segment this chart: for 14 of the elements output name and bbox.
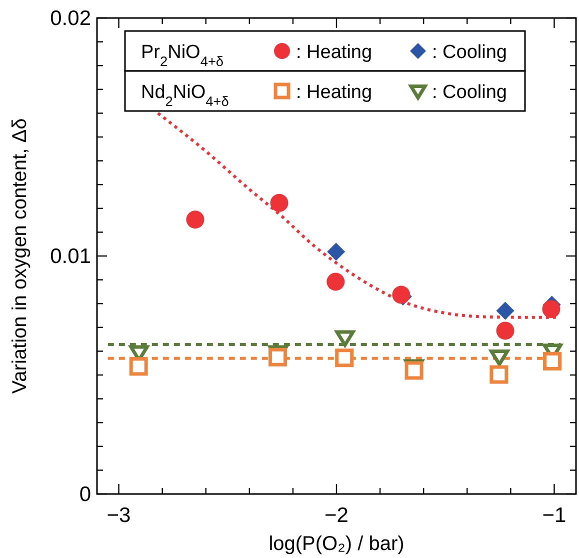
x-axis-title: log(P(O₂) / bar)	[268, 533, 404, 555]
y-axis-title: Variation in oxygen content, Δδ	[9, 118, 31, 394]
legend-label: : Heating	[296, 82, 372, 103]
x-tick-label: −2	[324, 504, 348, 527]
annotation: Pr$_{2}$NiO$_{4+δ}$	[141, 42, 224, 68]
x-tick-label: −1	[542, 504, 566, 527]
legend-label: : Heating	[296, 42, 372, 63]
annotation: Nd$_{2}$NiO$_{4+δ}$	[141, 82, 230, 108]
legend-label: : Cooling	[432, 82, 507, 103]
y-tick-label: 0.01	[50, 245, 91, 268]
y-tick-label: 0	[79, 483, 91, 506]
legend-label: : Cooling	[432, 42, 507, 63]
x-tick-label: −3	[106, 504, 131, 527]
y-tick-label: 0.02	[50, 7, 91, 30]
